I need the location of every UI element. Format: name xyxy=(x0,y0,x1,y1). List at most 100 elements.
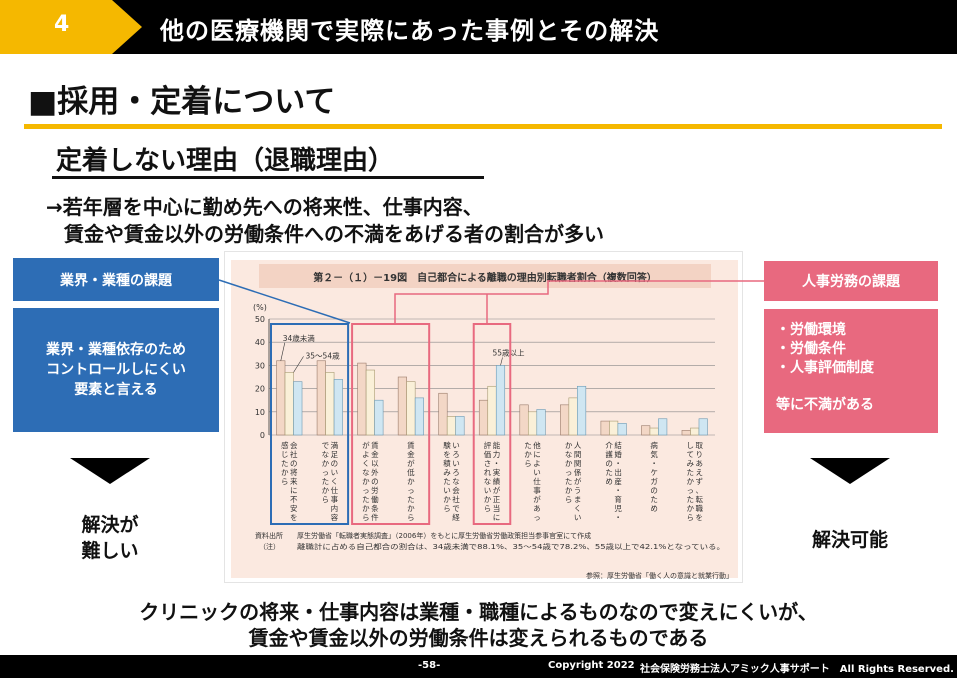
x-tick-label: っ xyxy=(686,486,694,495)
x-tick-label: 金 xyxy=(371,449,379,459)
x-tick-label: い xyxy=(533,468,541,477)
bar xyxy=(438,392,448,436)
x-tick-label: の xyxy=(605,459,613,468)
x-tick-label: く xyxy=(574,504,582,513)
x-tick-label: 病 xyxy=(650,440,658,450)
x-tick-label: ら xyxy=(484,504,492,513)
x-tick-label: か xyxy=(281,468,289,477)
x-tick-label: 外 xyxy=(371,467,379,477)
x-tick-label: ・ xyxy=(493,459,501,468)
x-tick-label: 出 xyxy=(614,467,622,477)
x-tick-label: 金 xyxy=(407,449,415,459)
verdict-solvable: 解決可能 xyxy=(811,529,888,551)
x-tick-label: ・ xyxy=(614,459,622,468)
hr-issue-item: ・労働環境 xyxy=(776,322,846,338)
x-tick-label: ず xyxy=(695,476,703,486)
x-tick-label: ・ xyxy=(650,459,658,468)
x-tick-label: 事 xyxy=(331,494,339,504)
x-tick-label: 人 xyxy=(574,441,582,450)
x-tick-label: っ xyxy=(533,513,541,522)
x-tick-label: 、 xyxy=(695,486,703,495)
x-tick-label: さ xyxy=(484,459,492,468)
x-tick-label: 事 xyxy=(533,485,541,495)
x-tick-label: か xyxy=(686,477,694,486)
hr-issue-tail: 等に不満がある xyxy=(776,397,874,413)
industry-issue-header: 業界・業種の課題 xyxy=(13,258,219,301)
annotation-leader xyxy=(280,342,286,361)
x-tick-label: た xyxy=(605,468,613,477)
verdict-line: 難しい xyxy=(81,540,139,562)
x-tick-label: い xyxy=(574,513,582,522)
x-tick-label: た xyxy=(322,477,330,486)
x-tick-label: を xyxy=(290,513,298,522)
x-tick-label: 容 xyxy=(331,512,339,522)
x-tick-label: 来 xyxy=(290,477,298,486)
x-tick-label: で xyxy=(322,441,330,450)
x-tick-label: 積 xyxy=(443,458,451,468)
chart-title-band xyxy=(259,264,711,288)
industry-issue-line: 要素と言える xyxy=(74,382,158,398)
lead-line-2: 賃金や賃金以外の労働条件への不満をあげる者の割合が多い xyxy=(64,222,604,246)
x-tick-label: か xyxy=(407,477,415,486)
bar xyxy=(658,418,668,436)
conclusion-line-2: 賃金や賃金以外の労働条件は変えられるものである xyxy=(248,626,709,650)
annotation-leader xyxy=(500,357,503,366)
x-tick-label: 条 xyxy=(371,503,379,513)
x-tick-label: な xyxy=(565,450,573,459)
x-tick-label: 係 xyxy=(574,468,582,477)
x-tick-label: ら xyxy=(362,513,370,522)
x-tick-label: よ xyxy=(362,450,370,459)
annotation-leader xyxy=(293,356,304,373)
x-tick-label: し xyxy=(686,441,694,450)
x-tick-label: あ xyxy=(695,459,703,468)
x-tick-label: か xyxy=(443,495,451,504)
x-tick-label: 力 xyxy=(493,449,501,459)
x-tick-label: 転 xyxy=(695,495,703,504)
x-tick-label: ら xyxy=(322,495,330,504)
x-tick-label: に xyxy=(533,450,541,459)
x-tick-label: 満 xyxy=(331,441,339,450)
x-tick-label: 評 xyxy=(484,440,492,450)
note-label: （注） xyxy=(259,542,280,551)
y-tick-label: 30 xyxy=(255,361,265,370)
bar xyxy=(374,399,384,436)
x-tick-label: か xyxy=(407,504,415,513)
x-tick-label: た xyxy=(407,495,415,504)
bar xyxy=(536,409,546,436)
x-tick-label: ろ xyxy=(452,468,460,477)
connector-line-pink xyxy=(394,280,764,323)
bar xyxy=(414,397,424,436)
highlight-frame-blue xyxy=(270,323,350,525)
x-tick-label: た xyxy=(524,441,532,450)
x-tick-label: ら xyxy=(407,513,415,522)
x-tick-label: 結 xyxy=(614,440,622,450)
x-tick-label: ケ xyxy=(650,468,658,477)
verdict-difficult: 解決が 難しい xyxy=(70,512,150,564)
section-number: 4 xyxy=(54,12,70,37)
x-tick-label: か xyxy=(565,486,573,495)
y-tick-label: 20 xyxy=(255,385,265,394)
x-tick-label: 間 xyxy=(574,450,582,459)
copyright: Copyright 2022 xyxy=(548,660,635,671)
series-label-55-over: 55歳以上 xyxy=(493,347,526,357)
x-tick-label: ら xyxy=(443,504,451,513)
x-tick-label: い xyxy=(484,486,492,495)
x-tick-label: が xyxy=(493,485,501,495)
x-tick-label: 績 xyxy=(493,476,501,486)
page-number: -58- xyxy=(418,660,441,671)
x-tick-label: 社 xyxy=(290,449,298,459)
company-name: 社会保険労務士法人アミック人事サポート All Rights Reserved. xyxy=(640,664,954,675)
y-axis-label: (%) xyxy=(253,303,267,312)
x-tick-label: 価 xyxy=(484,449,492,459)
x-tick-label: の xyxy=(290,459,298,468)
x-tick-label: え xyxy=(695,468,703,477)
x-tick-label: 能 xyxy=(493,440,501,450)
bar xyxy=(577,385,587,436)
x-tick-label: の xyxy=(331,459,339,468)
x-tick-label: 護 xyxy=(605,449,613,459)
x-tick-label: 不 xyxy=(290,495,298,504)
x-tick-label: な xyxy=(452,477,460,486)
bar xyxy=(698,418,708,436)
y-tick-label: 10 xyxy=(255,408,265,417)
x-tick-label: か xyxy=(322,486,330,495)
